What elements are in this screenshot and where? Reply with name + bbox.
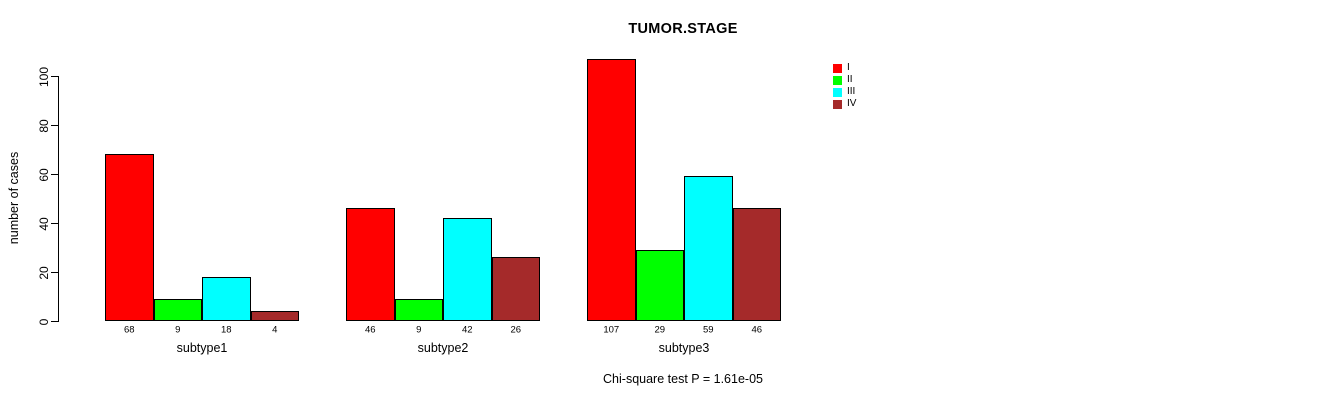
legend-label: IV (847, 98, 857, 109)
y-axis-line (58, 76, 59, 322)
bar-value-label: 46 (364, 324, 376, 336)
bar-subtype2-stage-IV (491, 257, 540, 321)
y-tick (51, 272, 58, 273)
category-label: subtype1 (176, 341, 228, 355)
legend-swatch-IV (833, 99, 842, 109)
y-tick-label: 0 (37, 318, 51, 325)
bar-subtype1-stage-III (202, 276, 251, 321)
category-label: subtype3 (658, 341, 710, 355)
bar-subtype3-stage-I (587, 58, 636, 321)
y-tick (51, 125, 58, 126)
bar-value-label: 46 (751, 324, 763, 336)
y-axis-label: number of cases (7, 151, 21, 245)
bar-value-label: 29 (654, 324, 666, 336)
y-tick (51, 76, 58, 77)
legend-item: IV (833, 98, 856, 110)
y-tick (51, 174, 58, 175)
bar-subtype1-stage-II (153, 298, 202, 321)
bar-subtype3-stage-III (684, 176, 733, 321)
bar-subtype2-stage-III (443, 218, 492, 321)
bar-value-label: 9 (175, 324, 181, 336)
bar-value-label: 59 (702, 324, 714, 336)
bar-subtype2-stage-II (394, 298, 443, 321)
legend-item: III (833, 86, 856, 98)
y-tick-label: 20 (37, 265, 51, 280)
legend-item: II (833, 74, 856, 86)
legend-label: I (847, 62, 850, 73)
y-tick (51, 321, 58, 322)
bar-value-label: 42 (461, 324, 473, 336)
bar-subtype2-stage-I (346, 208, 395, 321)
legend-swatch-III (833, 87, 842, 97)
bar-subtype3-stage-II (635, 249, 684, 321)
bar-value-label: 18 (220, 324, 232, 336)
legend-swatch-II (833, 75, 842, 85)
y-tick-label: 40 (37, 216, 51, 231)
legend-label: II (847, 74, 853, 85)
y-tick-label: 100 (37, 66, 51, 87)
chi-square-annotation: Chi-square test P = 1.61e-05 (603, 372, 763, 386)
legend-item: I (833, 62, 856, 74)
bar-subtype1-stage-I (105, 154, 154, 321)
legend: I II III IV (833, 62, 856, 110)
bar-value-label: 26 (510, 324, 522, 336)
bar-value-label: 4 (272, 324, 278, 336)
bar-subtype3-stage-IV (732, 208, 781, 321)
y-tick (51, 223, 58, 224)
bar-subtype1-stage-IV (250, 311, 299, 321)
legend-swatch-I (833, 63, 842, 73)
category-label: subtype2 (417, 341, 469, 355)
y-tick-label: 60 (37, 167, 51, 182)
legend-label: III (847, 86, 856, 97)
y-tick-label: 80 (37, 118, 51, 133)
chart-title: TUMOR.STAGE (628, 21, 738, 37)
bar-value-label: 68 (123, 324, 135, 336)
bar-value-label: 9 (416, 324, 422, 336)
bar-value-label: 107 (603, 324, 620, 336)
